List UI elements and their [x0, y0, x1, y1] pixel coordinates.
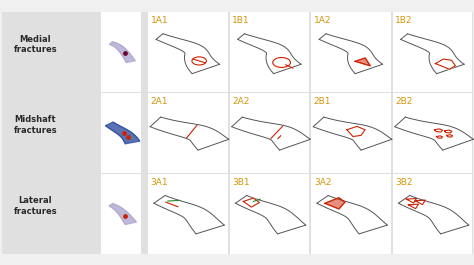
Bar [101, 93, 141, 173]
Bar [393, 12, 472, 92]
Point [121, 214, 129, 218]
Bar [393, 174, 472, 254]
Polygon shape [325, 198, 345, 209]
Text: Lateral
fractures: Lateral fractures [14, 196, 57, 216]
Text: 3A1: 3A1 [151, 178, 168, 187]
Bar [148, 12, 228, 92]
Point [120, 131, 128, 135]
Text: 2A1: 2A1 [151, 97, 168, 106]
Text: 1A2: 1A2 [314, 16, 331, 25]
Polygon shape [355, 58, 370, 66]
Bar [230, 174, 309, 254]
Text: 3B1: 3B1 [232, 178, 250, 187]
Text: 1A1: 1A1 [151, 16, 168, 25]
Point [121, 51, 129, 55]
Polygon shape [243, 198, 259, 207]
Text: 2B2: 2B2 [395, 97, 413, 106]
Polygon shape [109, 42, 135, 63]
Text: Midshaft
fractures: Midshaft fractures [14, 115, 57, 135]
Text: 3A2: 3A2 [314, 178, 331, 187]
Text: 1B1: 1B1 [232, 16, 250, 25]
Text: Medial
fractures: Medial fractures [14, 34, 57, 54]
Text: 2B1: 2B1 [314, 97, 331, 106]
Text: 1B2: 1B2 [395, 16, 413, 25]
Bar [148, 174, 228, 254]
Bar [230, 93, 309, 173]
Bar [311, 174, 391, 254]
Text: 2A2: 2A2 [232, 97, 250, 106]
Bar [148, 93, 228, 173]
Bar [311, 93, 391, 173]
Bar [101, 12, 141, 92]
Bar [393, 93, 472, 173]
Polygon shape [109, 204, 137, 224]
Bar [101, 174, 141, 254]
Polygon shape [347, 126, 365, 136]
Polygon shape [106, 122, 140, 144]
Text: 3B2: 3B2 [395, 178, 413, 187]
Bar [230, 12, 309, 92]
Point [125, 135, 132, 139]
Bar [311, 12, 391, 92]
Polygon shape [435, 59, 456, 69]
